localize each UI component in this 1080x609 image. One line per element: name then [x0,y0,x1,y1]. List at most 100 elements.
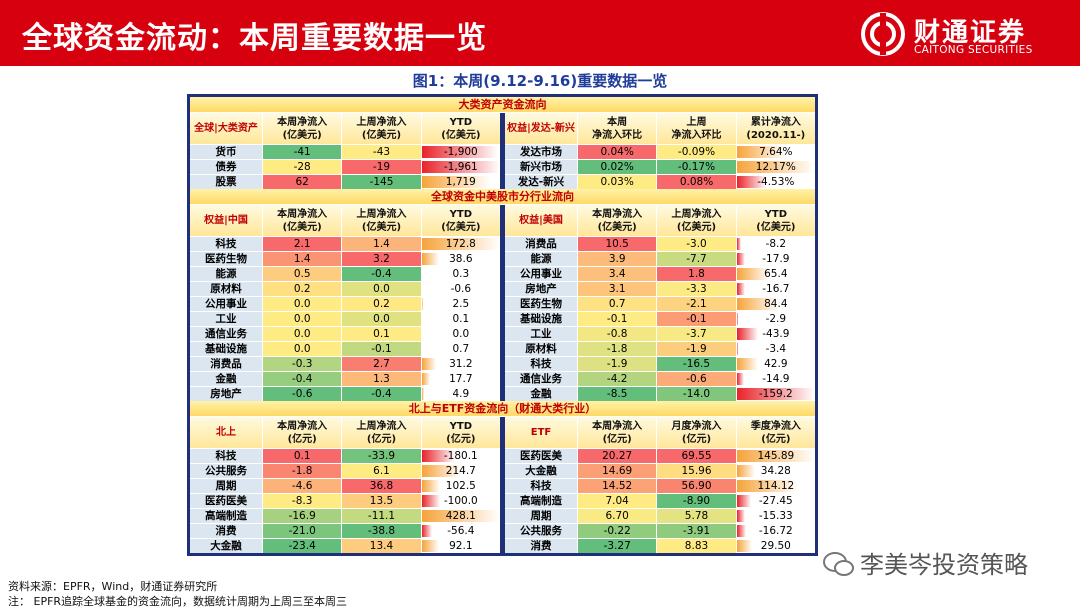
row-label: 工业 [190,312,262,326]
value-cell: -0.1 [578,312,656,326]
column-header: 权益|中国 [190,205,262,236]
cell-text: 145.89 [757,450,794,462]
cell-text: -0.6 [451,283,472,295]
data-bar [737,540,753,552]
column-header: YTD (亿美元) [422,113,500,144]
cell-text: 0.08% [680,176,713,188]
value-cell: 172.8 [422,237,500,251]
value-cell: 7.04 [578,494,656,508]
row-label: 公共服务 [505,524,577,538]
cell-text: -1,900 [444,146,478,158]
row-label: 医药生物 [505,297,577,311]
cell-text: 172.8 [446,238,476,250]
column-header: 月度净流入 (亿元) [657,417,735,448]
value-cell: 0.02% [578,160,656,174]
column-header: 上周 净流入环比 [657,113,735,144]
value-cell: 84.4 [737,297,815,311]
value-cell: 13.4 [342,539,420,553]
value-cell: 1.4 [263,252,341,266]
value-cell: 1.8 [657,267,735,281]
value-cell: 1,719 [422,175,500,189]
column-header: 权益|美国 [505,205,577,236]
row-label: 公用事业 [505,267,577,281]
cell-text: 14.69 [602,465,632,477]
data-bar [737,495,752,507]
data-bar [422,298,423,310]
value-cell: 56.90 [657,479,735,493]
cell-text: 92.1 [449,540,472,552]
value-cell: 62 [263,175,341,189]
value-cell: 10.5 [578,237,656,251]
cell-text: 1.4 [373,238,390,250]
value-cell: 36.8 [342,479,420,493]
cell-text: 3.4 [609,268,626,280]
row-label: 货币 [190,145,262,159]
row-label: 医药医美 [505,449,577,463]
value-cell: -38.8 [342,524,420,538]
cell-text: 36.8 [370,480,393,492]
row-label: 原材料 [505,342,577,356]
cell-text: 1.3 [373,373,390,385]
value-cell: 38.6 [422,252,500,266]
cell-text: -0.6 [292,388,313,400]
value-cell: 20.27 [578,449,656,463]
value-cell: -43 [342,145,420,159]
data-bar [422,525,432,537]
cell-text: -43 [373,146,390,158]
value-cell: -0.6 [422,282,500,296]
cell-text: 0.1 [373,328,390,340]
cell-text: -0.09% [678,146,715,158]
cell-text: -145 [370,176,394,188]
column-header: YTD (亿美元) [737,205,815,236]
data-bar [737,313,738,325]
value-cell: 92.1 [422,539,500,553]
cell-text: -0.17% [678,161,715,173]
cell-text: 1.4 [294,253,311,265]
value-cell: 6.70 [578,509,656,523]
cell-text: -28 [294,161,311,173]
row-label: 公用事业 [190,297,262,311]
data-bar [737,510,745,522]
cell-text: -41 [294,146,311,158]
cell-text: -1.9 [607,358,628,370]
cell-text: 0.1 [294,450,311,462]
cell-text: -1.9 [686,343,707,355]
row-label: 医药医美 [190,494,262,508]
cell-text: -2.1 [686,298,707,310]
cell-text: 3.1 [609,283,626,295]
value-cell: -0.17% [657,160,735,174]
cell-text: 15.96 [681,465,711,477]
row-label: 房地产 [190,387,262,401]
cell-text: 0.7 [452,343,469,355]
cell-text: 29.50 [761,540,791,552]
cell-text: 214.7 [446,465,476,477]
cell-text: -159.2 [759,388,793,400]
value-cell: 0.0 [422,327,500,341]
row-label: 基础设施 [190,342,262,356]
logo-en: CAITONG SECURITIES [914,44,1033,56]
column-header: 上周净流入 (亿美元) [342,205,420,236]
value-cell: -41 [263,145,341,159]
cell-text: 0.2 [373,298,390,310]
value-cell: -16.7 [737,282,815,296]
cell-text: 0.0 [294,343,311,355]
value-cell: -1,961 [422,160,500,174]
row-label: 新兴市场 [505,160,577,174]
cell-text: -8.2 [766,238,787,250]
value-cell: -33.9 [342,449,420,463]
value-cell: -0.09% [657,145,735,159]
value-cell: 2.1 [263,237,341,251]
note: 注： EPFR追踪全球基金的资金流向，数据统计周期为上周三至本周三 [8,593,347,609]
cell-text: -0.3 [292,358,313,370]
cell-text: 42.9 [764,358,787,370]
value-cell: -2.9 [737,312,815,326]
column-header: ETF [505,417,577,448]
cell-text: -3.0 [686,238,707,250]
cell-text: -0.4 [292,373,313,385]
row-label: 大金融 [505,464,577,478]
value-cell: 0.08% [657,175,735,189]
cell-text: 1,719 [446,176,476,188]
value-cell: -0.6 [263,387,341,401]
